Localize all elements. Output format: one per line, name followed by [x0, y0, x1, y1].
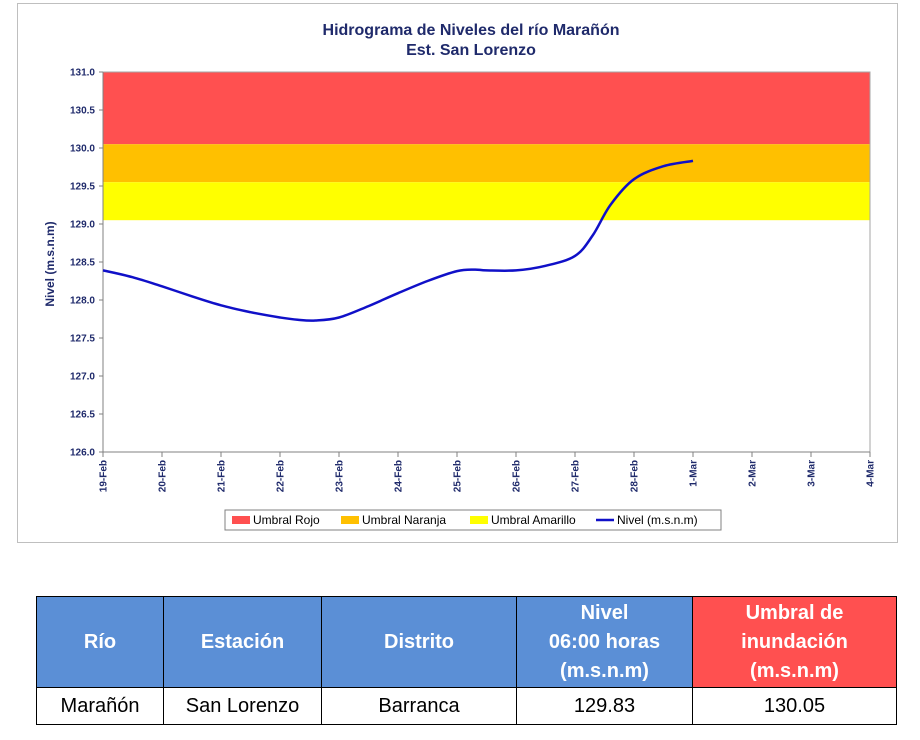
- header-nivel: Nivel 06:00 horas (m.s.n.m): [516, 596, 693, 688]
- band-umbral-rojo: [103, 72, 870, 145]
- summary-table: Río Estación Distrito Nivel 06:00 horas …: [36, 596, 897, 725]
- band-umbral-amarillo: [103, 182, 870, 221]
- plot-area: [102, 71, 871, 453]
- y-tick-label: 127.0: [70, 372, 95, 383]
- threshold-bands: [103, 72, 870, 221]
- hydrograph-chart: Hidrograma de Niveles del río Marañón Es…: [43, 22, 877, 531]
- chart-frame: Hidrograma de Niveles del río Marañón Es…: [17, 3, 898, 543]
- x-tick-label: 27-Feb: [571, 460, 582, 492]
- x-tick-label: 1-Mar: [689, 460, 700, 487]
- y-tick-label: 126.0: [70, 448, 95, 459]
- chart-subtitle: Est. San Lorenzo: [406, 42, 536, 59]
- x-tick-label: 21-Feb: [217, 460, 228, 492]
- cell-rio: Marañón: [36, 687, 164, 725]
- legend-swatch-umbral-rojo: [232, 516, 250, 524]
- x-tick-label: 24-Feb: [394, 460, 405, 492]
- legend: Umbral Rojo Umbral Naranja Umbral Amarillo…: [224, 509, 722, 531]
- x-tick-label: 3-Mar: [807, 460, 818, 487]
- header-rio: Río: [36, 596, 164, 688]
- x-tick-label: 22-Feb: [276, 460, 287, 492]
- x-tick-label: 19-Feb: [99, 460, 110, 492]
- y-tick-label: 131.0: [70, 68, 95, 79]
- series-line-nivel: [102, 159, 694, 322]
- y-tick-label: 128.5: [70, 258, 95, 269]
- y-tick-label: 127.5: [70, 334, 95, 345]
- x-tick-label: 28-Feb: [630, 460, 641, 492]
- cell-estacion: San Lorenzo: [163, 687, 322, 725]
- x-axis-ticks: 19-Feb 20-Feb 21-Feb 22-Feb 23-Feb 24-Feb 25-F…: [99, 452, 877, 492]
- legend-label-umbral-amarillo: Umbral Amarillo: [491, 513, 576, 527]
- legend-label-umbral-naranja: Umbral Naranja: [362, 513, 446, 527]
- y-axis-ticks: 126.0 126.5 127.0 127.5 128.0 128.5 129.0 129.5…: [70, 68, 103, 459]
- x-tick-label: 26-Feb: [512, 460, 523, 492]
- chart-title: Hidrograma de Niveles del río Marañón: [323, 22, 620, 39]
- y-tick-label: 130.0: [70, 144, 95, 155]
- y-tick-label: 129.5: [70, 182, 95, 193]
- legend-label-umbral-rojo: Umbral Rojo: [253, 513, 320, 527]
- y-tick-label: 129.0: [70, 220, 95, 231]
- y-tick-label: 130.5: [70, 106, 95, 117]
- cell-umbral: 130.05: [692, 687, 897, 725]
- legend-swatch-umbral-naranja: [341, 516, 359, 524]
- table-row: Marañón San Lorenzo Barranca 129.83 130.…: [36, 687, 897, 725]
- x-tick-label: 23-Feb: [335, 460, 346, 492]
- header-umbral: Umbral de inundación (m.s.n.m): [692, 596, 897, 688]
- y-tick-label: 128.0: [70, 296, 95, 307]
- cell-distrito: Barranca: [321, 687, 517, 725]
- x-tick-label: 20-Feb: [158, 460, 169, 492]
- header-estacion: Estación: [163, 596, 322, 688]
- header-distrito: Distrito: [321, 596, 517, 688]
- y-axis-label: Nivel (m.s.n.m): [43, 221, 57, 306]
- y-tick-label: 126.5: [70, 410, 95, 421]
- x-tick-label: 2-Mar: [748, 460, 759, 487]
- table-header-row: Río Estación Distrito Nivel 06:00 horas …: [36, 596, 897, 688]
- band-umbral-naranja: [103, 144, 870, 183]
- x-tick-label: 4-Mar: [866, 460, 877, 487]
- legend-label-nivel-m-s-n-m: Nivel (m.s.n.m): [617, 513, 698, 527]
- x-tick-label: 25-Feb: [453, 460, 464, 492]
- cell-nivel: 129.83: [516, 687, 693, 725]
- legend-swatch-umbral-amarillo: [470, 516, 488, 524]
